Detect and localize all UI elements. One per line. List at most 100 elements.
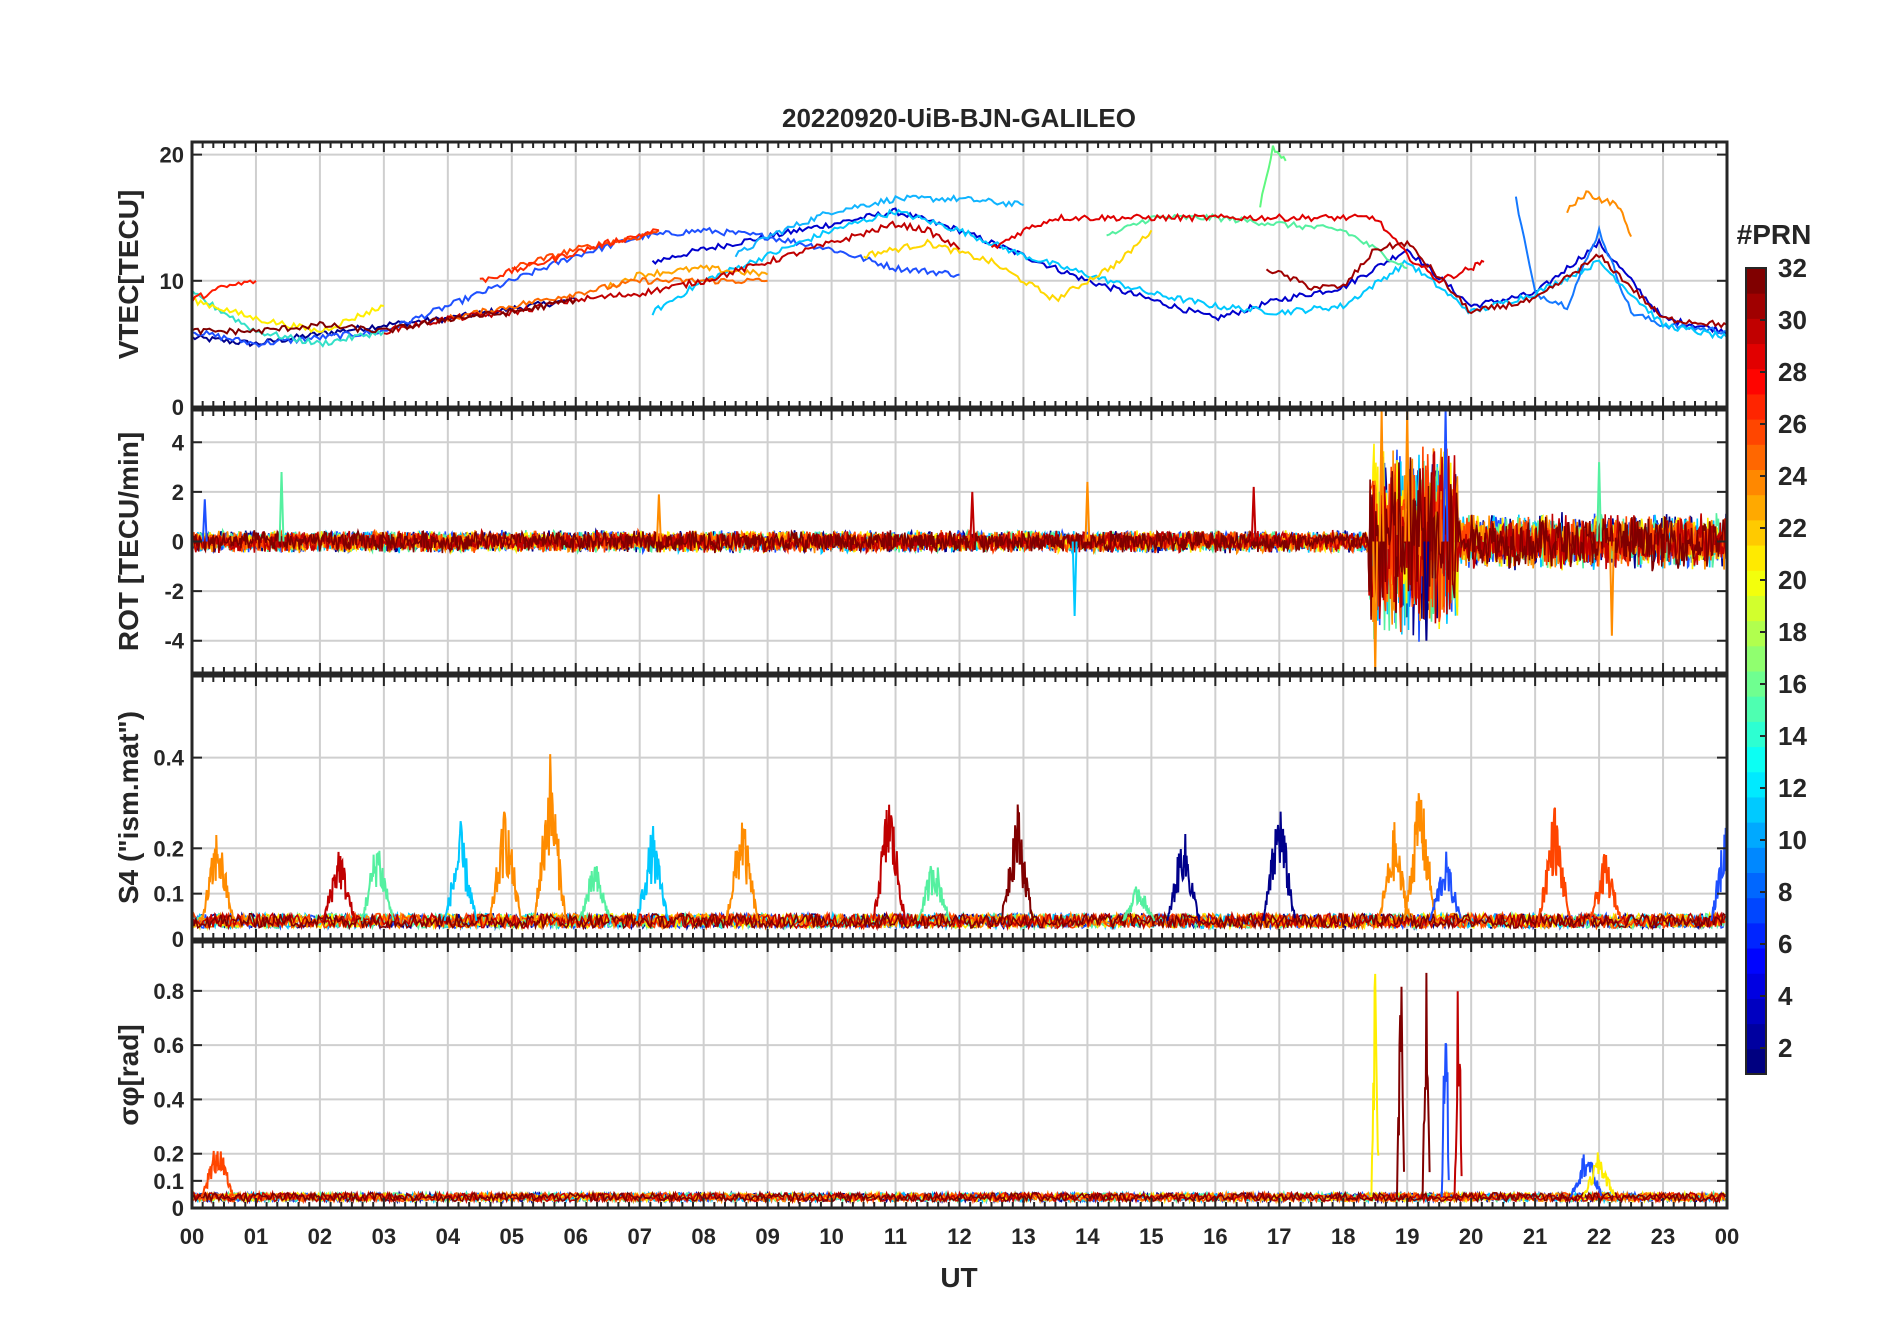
colorbar-segment (1746, 771, 1766, 798)
colorbar-tick-label: 20 (1778, 565, 1807, 595)
burst (443, 821, 478, 922)
rot-spike (1378, 410, 1385, 542)
y-tick-label: 0.6 (153, 1033, 184, 1058)
colorbar-tick-label: 18 (1778, 617, 1807, 647)
x-tick-label: 11 (884, 1224, 907, 1249)
burst (1453, 991, 1463, 1198)
burst (1537, 807, 1571, 922)
rot-spike (1442, 410, 1449, 542)
rot-spike (1084, 481, 1091, 542)
colorbar-segment (1746, 545, 1766, 571)
y-tick-label: 0 (172, 927, 184, 952)
y-tick-label: 0.4 (153, 1087, 184, 1112)
colorbar-tick-label: 4 (1778, 981, 1793, 1011)
colorbar-tick-label: 24 (1778, 461, 1807, 491)
x-tick-label: 14 (1075, 1224, 1100, 1249)
x-tick-label: 03 (372, 1224, 396, 1249)
x-tick-label: 15 (1139, 1224, 1163, 1249)
trace (192, 911, 1726, 931)
y-tick-label: 0 (172, 530, 184, 555)
colorbar-segment (1746, 570, 1766, 596)
colorbar-segment (1746, 998, 1766, 1025)
x-tick-label: 23 (1651, 1224, 1675, 1249)
y-tick-label: 10 (160, 269, 184, 294)
y-tick-label: -2 (164, 579, 184, 604)
burst (1440, 1042, 1450, 1198)
colorbar-segment (1746, 494, 1766, 521)
series-prn-24 (1566, 190, 1632, 238)
series-prn-25 (446, 276, 768, 322)
y-tick-label: 0 (172, 395, 184, 420)
colorbar-segment (1746, 268, 1766, 294)
colorbar-segment (1746, 469, 1766, 496)
y-tick-label: 20 (160, 143, 184, 168)
y-tick-label: 4 (172, 430, 185, 455)
rot-spike (1404, 410, 1411, 542)
burst (872, 804, 907, 922)
y-tick-label: 2 (172, 480, 184, 505)
plot-area (192, 754, 1727, 932)
rot-spike (1071, 541, 1078, 616)
colorbar-tick-label: 2 (1778, 1033, 1792, 1063)
rot-spike (1423, 541, 1430, 641)
series-prn-20 (192, 295, 385, 334)
series-prn-3 (651, 207, 1727, 336)
series-prn-17 (1259, 145, 1287, 208)
burst (1421, 972, 1431, 1198)
colorbar-segment (1746, 645, 1766, 672)
panel-vtec: 0 10 20 VTEC[TECU] (113, 140, 1729, 420)
rot-spike (1250, 486, 1257, 542)
colorbar-tick-label: 8 (1778, 877, 1792, 907)
x-tick-label: 10 (819, 1224, 843, 1249)
y-axis-label: σφ[rad] (113, 1024, 144, 1125)
burst (533, 754, 568, 922)
burst (1428, 851, 1462, 922)
colorbar-segment (1746, 872, 1766, 899)
y-tick-label: 0.2 (153, 1142, 184, 1167)
burst (635, 825, 670, 922)
colorbar-segment (1746, 620, 1766, 647)
colorbar-tick-label: 16 (1778, 669, 1807, 699)
x-tick-label: 02 (308, 1224, 332, 1249)
burst (200, 834, 234, 922)
burst (1121, 886, 1156, 922)
x-tick-label: 04 (436, 1224, 461, 1249)
series-prn-10 (734, 194, 1024, 258)
x-tick-label: 00 (180, 1224, 204, 1249)
colorbar-segment (1746, 595, 1766, 622)
y-tick-label: 0.8 (153, 979, 184, 1004)
series-prn-21 (863, 229, 1153, 303)
colorbar-segment (1746, 973, 1766, 999)
colorbar-segment (1746, 293, 1766, 319)
series-prn-28 (192, 279, 257, 303)
burst (1166, 833, 1201, 922)
x-tick-label: 16 (1203, 1224, 1227, 1249)
colorbar-tick-label: 10 (1778, 825, 1807, 855)
figure-title: 20220920-UiB-BJN-GALILEO (782, 103, 1136, 133)
y-tick-label: -4 (164, 629, 184, 654)
y-tick-label: 0.1 (153, 1169, 184, 1194)
colorbar-frame (1745, 267, 1767, 1075)
x-tick-label: 12 (947, 1224, 971, 1249)
y-axis-label: S4 ("ism.mat") (113, 711, 144, 904)
colorbar-segment (1746, 948, 1766, 974)
burst (1000, 804, 1035, 922)
colorbar-segment (1746, 746, 1766, 773)
colorbar-segment (1746, 368, 1766, 395)
series-prn-23 (606, 264, 769, 290)
colorbar-segment (1746, 444, 1766, 470)
x-tick-label: 17 (1267, 1224, 1291, 1249)
burst (488, 811, 523, 922)
colorbar-tick-label: 12 (1778, 773, 1807, 803)
burst (1582, 1152, 1616, 1198)
x-tick-label: 09 (755, 1224, 779, 1249)
burst (1370, 973, 1380, 1198)
burst (1588, 853, 1622, 922)
series-prn-8 (1514, 196, 1727, 335)
series-prn-11 (651, 208, 1727, 340)
burst (1403, 793, 1437, 922)
burst (360, 850, 395, 922)
colorbar-segment (1746, 393, 1766, 420)
